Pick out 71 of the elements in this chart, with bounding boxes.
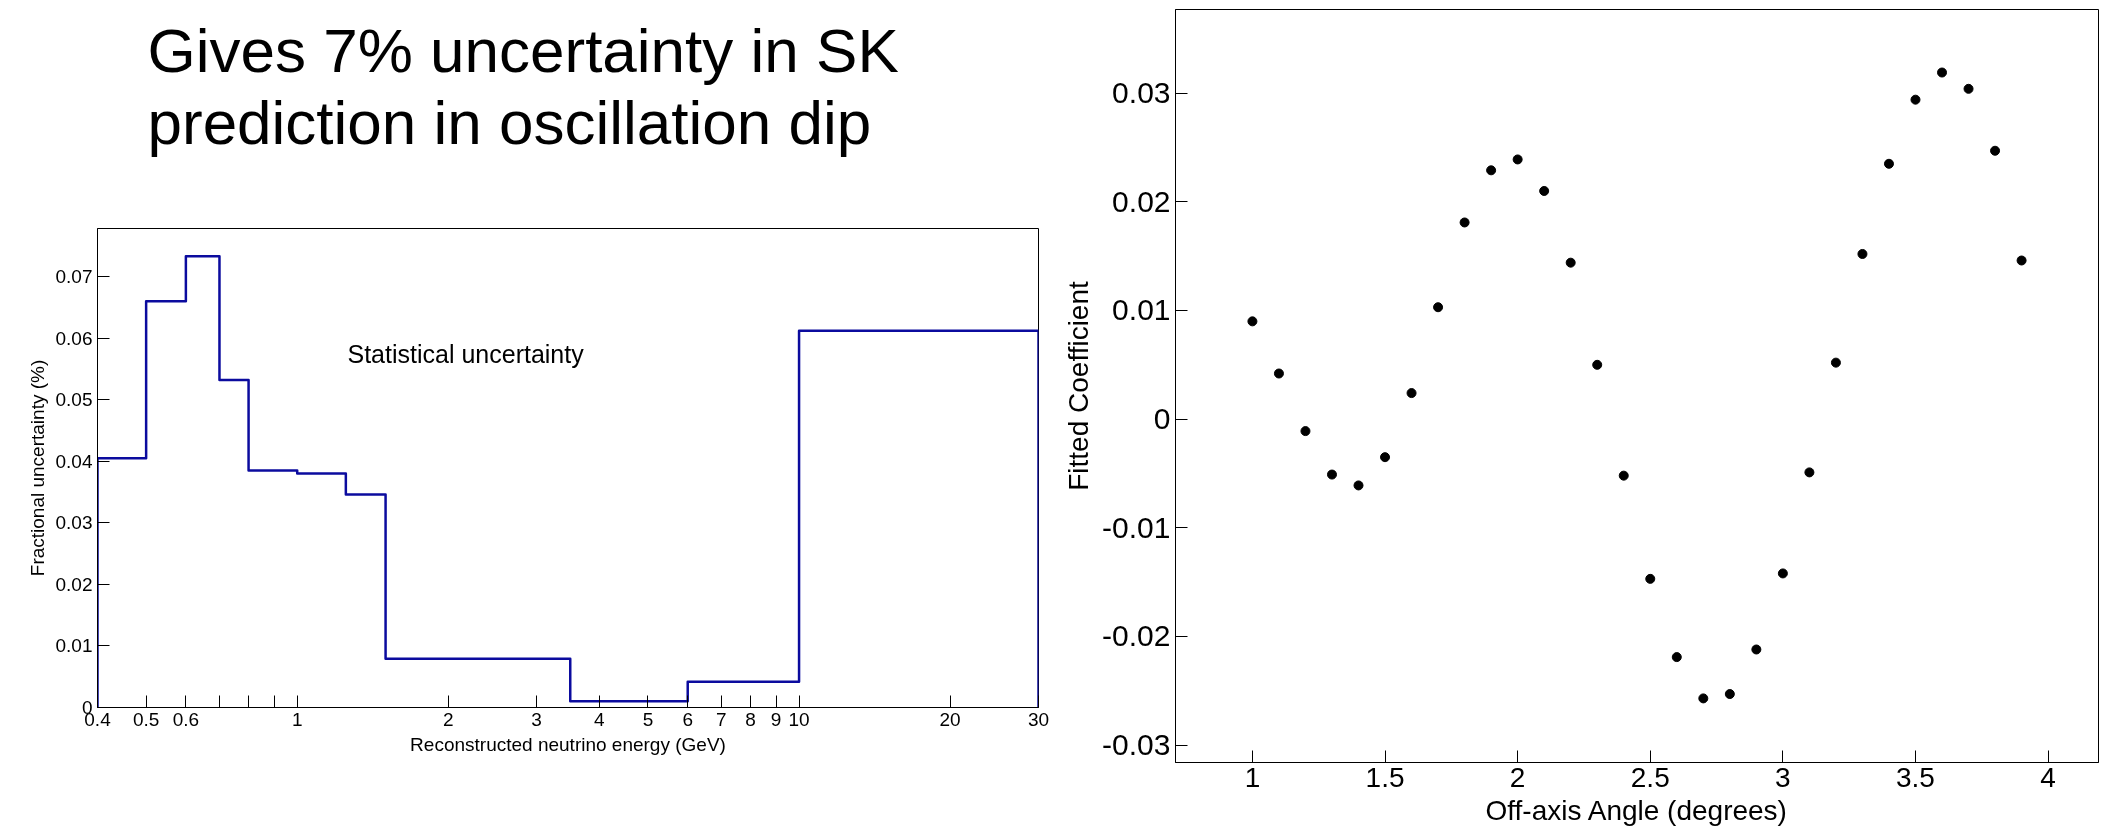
x-tick-label: 3 (1775, 761, 1791, 793)
x-tick-label: 2 (442, 708, 454, 730)
x-tick-label: 0.6 (172, 708, 200, 730)
y-tick-label: 0.02 (1112, 184, 1171, 218)
point (1777, 568, 1788, 579)
x-axis-title: Reconstructed neutrino energy (GeV) (410, 733, 726, 755)
point (1486, 165, 1497, 176)
point (1406, 388, 1417, 399)
y-tick-label: 0.06 (55, 327, 93, 349)
x-tick-label: 3 (531, 708, 542, 730)
y-tick-label: 0.03 (55, 512, 93, 534)
point (1910, 94, 1921, 105)
x-tick-label: 8 (745, 708, 756, 730)
point (1565, 257, 1576, 268)
x-tick-label: 5 (642, 708, 654, 730)
point (1459, 217, 1470, 228)
point (1273, 368, 1284, 379)
x-tick-label: 10 (788, 708, 810, 730)
x-tick-label: 0.5 (132, 708, 160, 730)
point (1512, 154, 1523, 165)
x-tick-label: 7 (716, 708, 727, 730)
y-tick-label: -0.03 (1102, 728, 1171, 762)
point (1804, 467, 1815, 478)
point (1830, 357, 1841, 368)
x-tick-label: 9 (770, 708, 782, 730)
point (1539, 185, 1550, 196)
point (2016, 255, 2027, 266)
text: Gives 7% uncertainty in SK prediction in oscillation dip (147, 15, 899, 157)
point (1592, 359, 1603, 370)
point (1883, 158, 1894, 169)
y-tick-label: 0.02 (55, 573, 93, 595)
x-tick-label: 1 (291, 708, 303, 730)
x-tick-label: 20 (939, 708, 961, 730)
annotation: Statistical uncertainty (347, 339, 585, 368)
x-axis-title: Off-axis Angle (degrees) (1485, 794, 1787, 826)
x-tick-label: 4 (594, 708, 606, 730)
point (1857, 248, 1868, 259)
x-tick-label: 2 (1509, 761, 1526, 793)
point (1671, 652, 1682, 663)
point (1618, 470, 1629, 481)
point (1433, 302, 1444, 313)
x-tick-label: 1 (1244, 761, 1261, 793)
x-tick-label: 2.5 (1630, 761, 1670, 793)
point (1645, 573, 1656, 584)
y-tick-label: 0 (1153, 402, 1171, 436)
point (1751, 644, 1762, 655)
y-tick-label: 0.03 (1112, 76, 1171, 110)
y-tick-label: 0.05 (55, 389, 93, 411)
y-axis-title: Fractional uncertainty (%) (26, 359, 48, 577)
point (1300, 426, 1311, 437)
point (1698, 693, 1709, 704)
point (1380, 452, 1391, 463)
x-tick-label: 30 (1027, 708, 1050, 730)
y-tick-label: 0.07 (55, 266, 93, 288)
point (1937, 67, 1948, 78)
point (1353, 480, 1364, 491)
y-tick-label: 0.01 (55, 635, 93, 657)
point (1963, 83, 1974, 94)
point (1326, 469, 1337, 480)
point (1247, 316, 1258, 327)
y-axis-title: Fitted Coefficient (1063, 280, 1095, 491)
y-tick-label: -0.02 (1102, 619, 1171, 653)
x-tick-label: 3.5 (1896, 761, 1935, 793)
point (1990, 145, 2001, 156)
point (1724, 689, 1735, 700)
y-tick-label: -0.01 (1102, 510, 1171, 544)
y-tick-label: 0.04 (55, 450, 93, 472)
y-tick-label: 0.01 (1112, 293, 1171, 327)
x-tick-label: 1.5 (1365, 761, 1405, 793)
x-tick-label: 6 (682, 708, 694, 730)
x-tick-label: 4 (2040, 761, 2056, 793)
